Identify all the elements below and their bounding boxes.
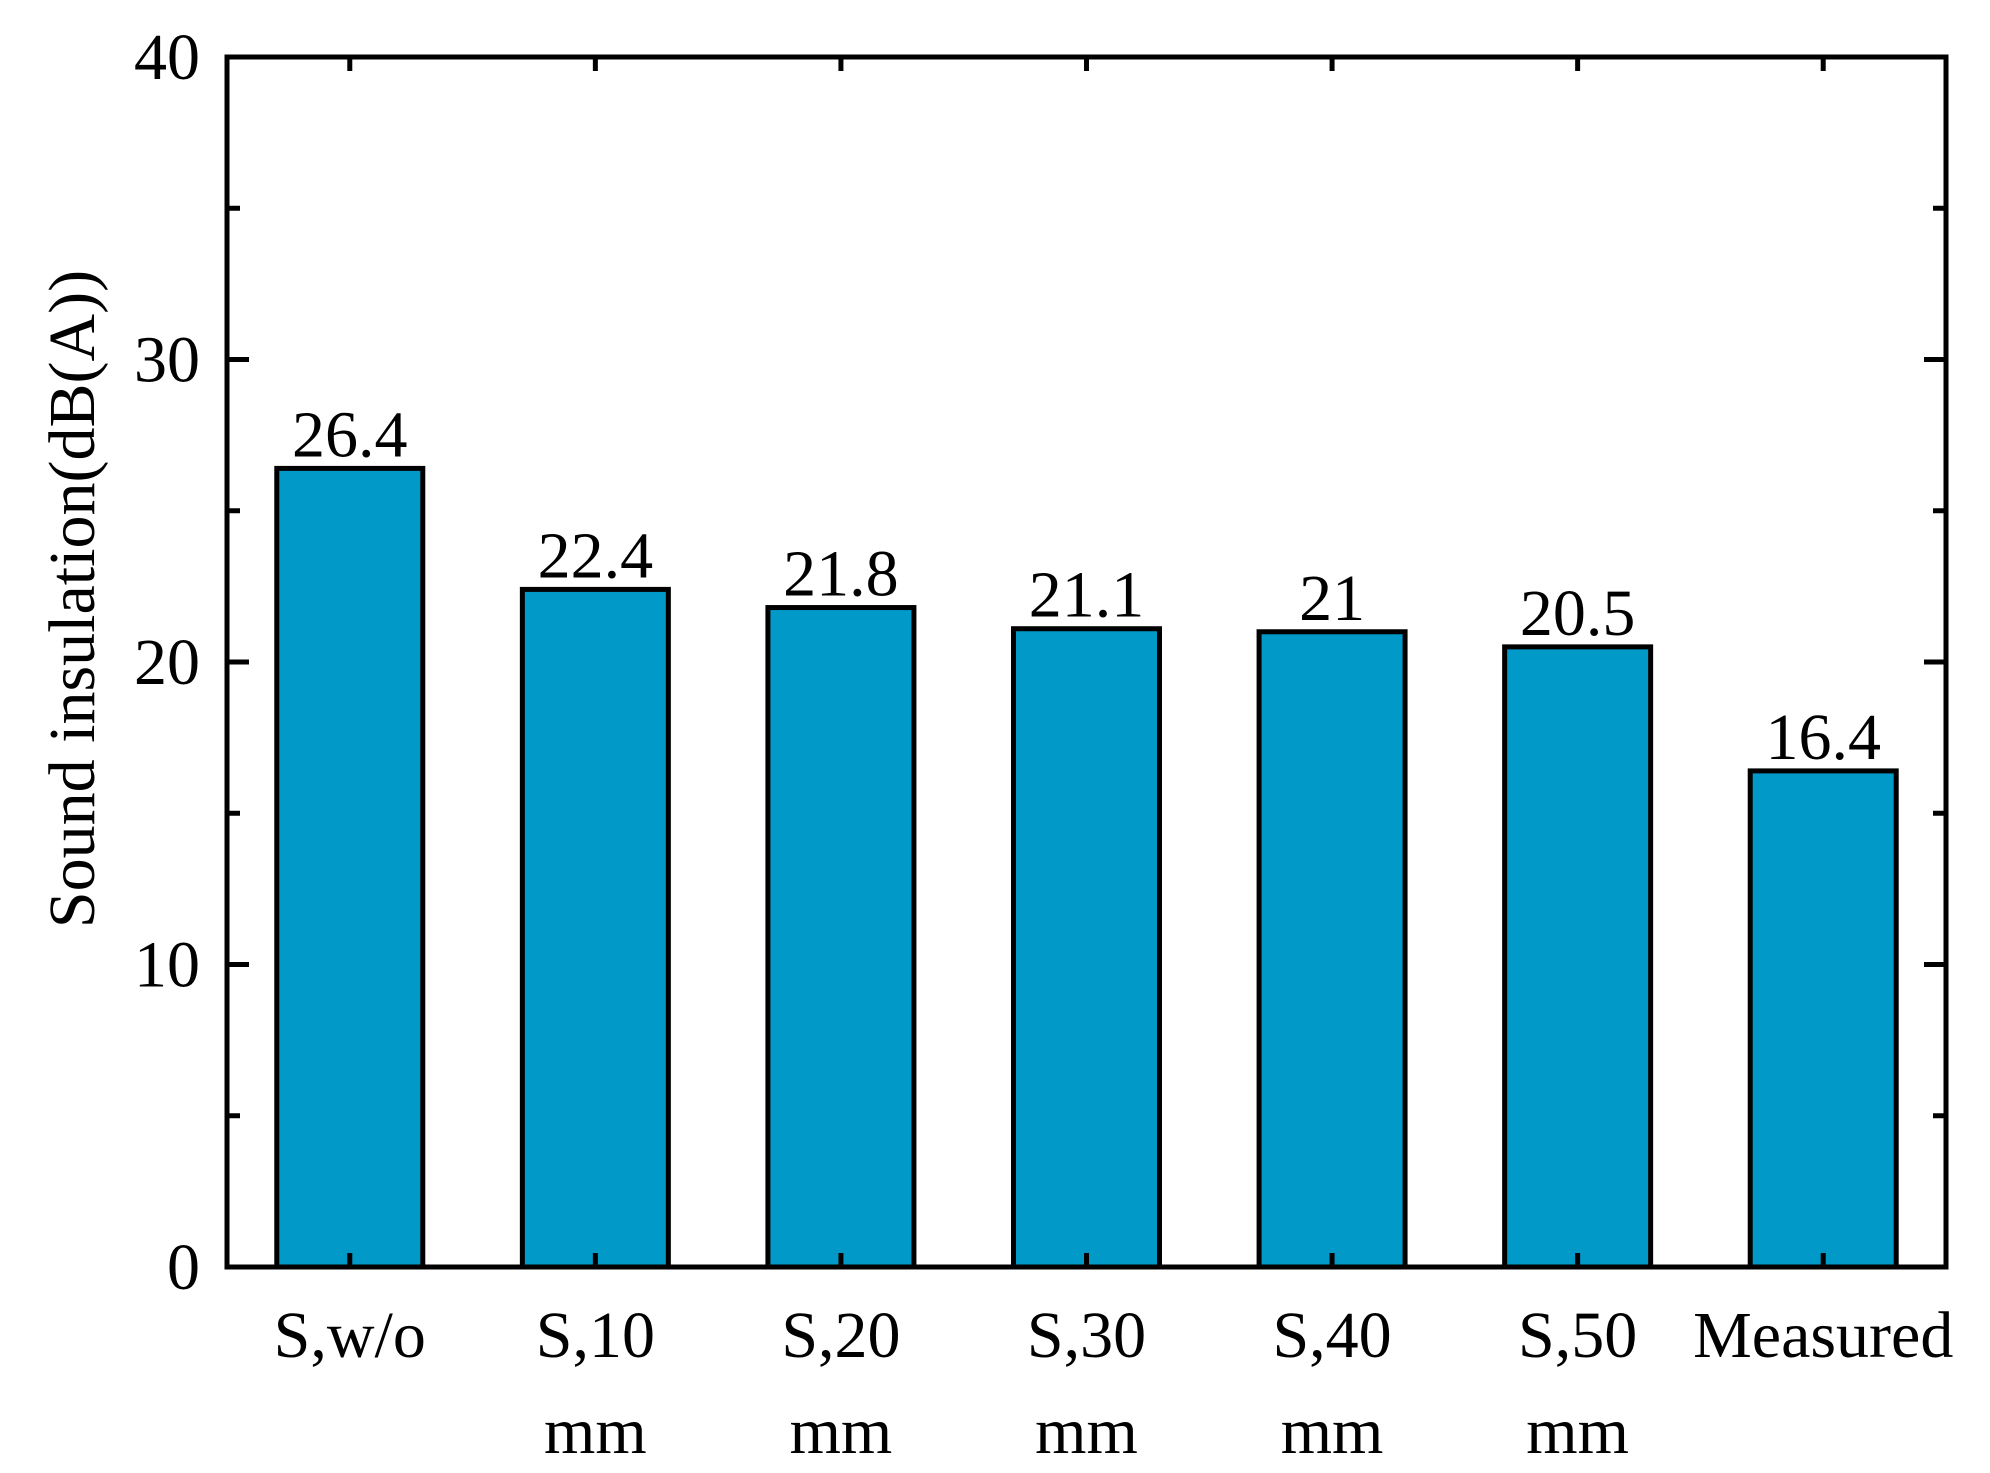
data-labels-group: 26.4 22.4 21.8 21.1 21 20.5 16.4: [292, 398, 1881, 774]
bar-1: [519, 586, 671, 1270]
data-label-5: 20.5: [1520, 577, 1636, 650]
category-label-0-0: S,w/o: [274, 1299, 426, 1372]
category-label-2-1: mm: [790, 1395, 893, 1468]
category-label-1-0: S,10: [536, 1299, 655, 1372]
y-tick-label-40: 40: [134, 21, 200, 94]
category-label-3-1: mm: [1035, 1395, 1138, 1468]
category-label-2-0: S,20: [781, 1299, 900, 1372]
category-label-4-1: mm: [1281, 1395, 1384, 1468]
bars-group: [274, 465, 1899, 1270]
category-label-5-1: mm: [1526, 1395, 1629, 1468]
category-label-4-0: S,40: [1272, 1299, 1391, 1372]
bar-4: [1256, 629, 1408, 1270]
category-label-1-1: mm: [544, 1395, 647, 1468]
ticks-group: 0 10 20 30 40: [134, 21, 1946, 1304]
data-label-1: 22.4: [538, 519, 654, 592]
bar-3: [1011, 626, 1162, 1270]
y-axis-title: Sound insulation(dB(A)): [36, 270, 109, 928]
data-label-0: 26.4: [292, 398, 408, 471]
bar-0: [274, 465, 426, 1270]
y-tick-label-10: 10: [134, 929, 200, 1002]
data-label-4: 21: [1299, 562, 1365, 635]
bar-2: [765, 605, 917, 1270]
data-label-3: 21.1: [1029, 559, 1145, 632]
category-label-6-0: Measured: [1693, 1299, 1953, 1372]
data-label-2: 21.8: [783, 538, 899, 611]
bar-6: [1747, 768, 1899, 1270]
y-tick-label-0: 0: [167, 1231, 200, 1304]
category-labels-group: S,w/o S,10 mm S,20 mm S,30 mm S,40 mm S,50 mm Measu…: [274, 1299, 1954, 1468]
category-label-3-0: S,30: [1027, 1299, 1146, 1372]
data-label-6: 16.4: [1765, 701, 1881, 774]
y-tick-label-20: 20: [134, 626, 200, 699]
bar-5: [1502, 644, 1654, 1270]
category-label-5-0: S,50: [1518, 1299, 1637, 1372]
y-tick-label-30: 30: [134, 324, 200, 397]
